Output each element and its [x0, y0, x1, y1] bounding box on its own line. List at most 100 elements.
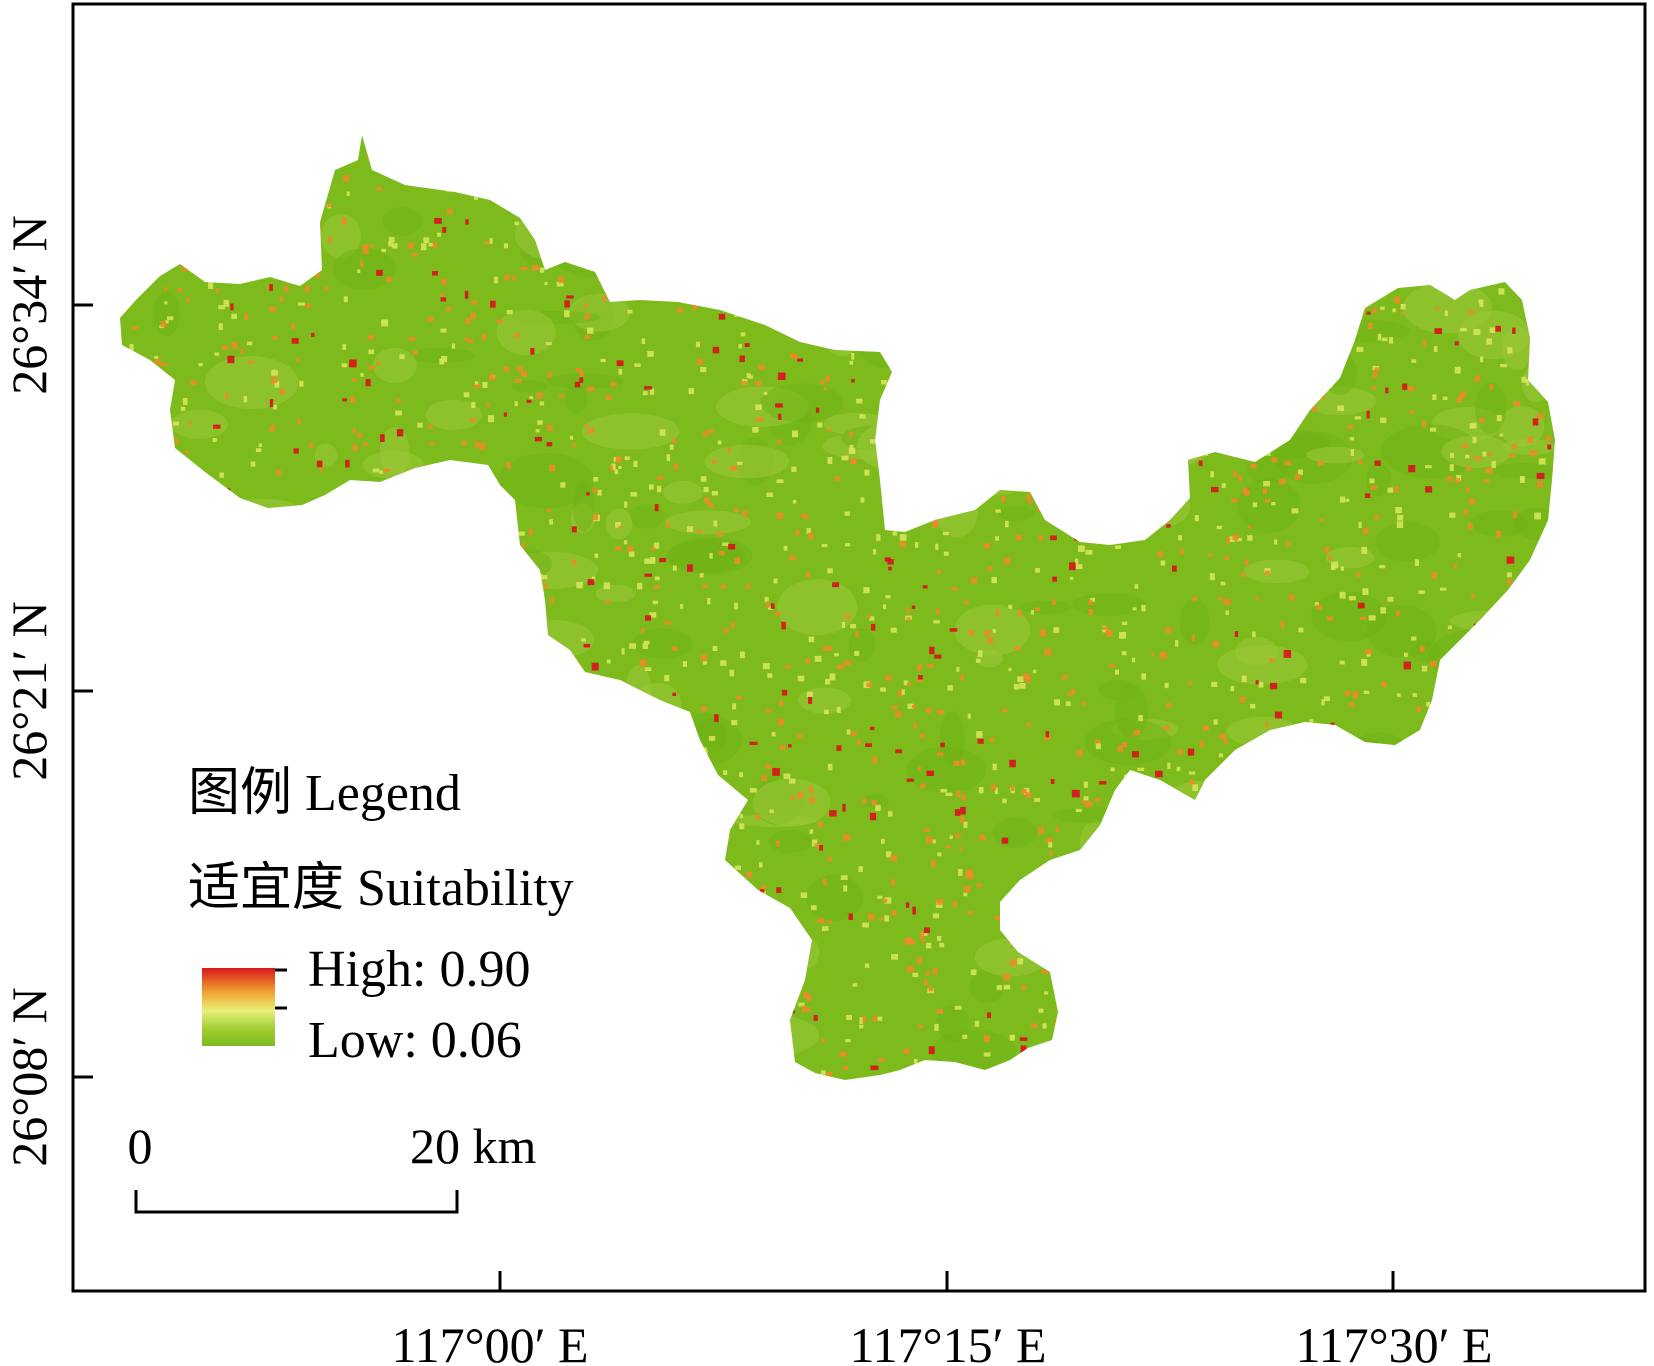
raster-speckle — [305, 285, 310, 293]
raster-speckle — [653, 585, 660, 589]
raster-speckle — [587, 327, 594, 334]
raster-speckle — [1465, 454, 1470, 459]
raster-variation — [170, 409, 228, 439]
raster-speckle — [271, 376, 278, 384]
raster-speckle — [984, 633, 990, 637]
raster-speckle — [776, 512, 784, 520]
raster-speckle — [977, 650, 983, 657]
raster-speckle — [291, 323, 295, 330]
raster-speckle — [464, 290, 469, 299]
raster-speckle — [671, 646, 678, 651]
raster-speckle — [1286, 541, 1291, 547]
raster-speckle — [775, 403, 783, 408]
raster-speckle — [746, 584, 751, 589]
raster-speckle — [1117, 745, 1123, 752]
raster-speckle — [1408, 465, 1416, 473]
raster-speckle — [987, 565, 993, 572]
raster-speckle — [408, 242, 415, 249]
raster-speckle — [1238, 475, 1242, 482]
raster-speckle — [1362, 588, 1369, 596]
raster-speckle — [1394, 296, 1401, 304]
raster-speckle — [707, 597, 711, 605]
raster-speckle — [891, 705, 898, 710]
raster-variation — [662, 481, 704, 504]
raster-speckle — [761, 885, 766, 890]
raster-speckle — [1280, 621, 1285, 628]
raster-speckle — [1038, 535, 1043, 541]
raster-speckle — [652, 600, 659, 605]
raster-speckle — [1473, 455, 1478, 460]
lat-label-2: 26°21′ N — [1, 601, 57, 781]
raster-speckle — [213, 424, 221, 429]
raster-speckle — [437, 232, 442, 237]
raster-speckle — [446, 208, 453, 215]
raster-speckle — [935, 609, 940, 615]
raster-speckle — [960, 759, 966, 766]
raster-speckle — [309, 442, 313, 449]
raster-speckle — [1449, 452, 1455, 459]
raster-speckle — [1330, 564, 1336, 571]
raster-speckle — [547, 372, 553, 378]
raster-speckle — [940, 788, 947, 793]
raster-speckle — [659, 558, 667, 563]
raster-speckle — [1412, 693, 1418, 697]
raster-speckle — [579, 377, 584, 383]
raster-speckle — [413, 350, 419, 355]
raster-speckle — [766, 601, 770, 608]
raster-speckle — [1447, 625, 1453, 630]
raster-speckle — [1538, 458, 1546, 465]
raster-speckle — [154, 355, 159, 359]
raster-speckle — [389, 237, 395, 243]
raster-speckle — [960, 806, 966, 815]
raster-speckle — [529, 396, 534, 400]
raster-speckle — [991, 784, 997, 791]
raster-speckle — [872, 756, 878, 764]
raster-speckle — [1426, 701, 1431, 707]
raster-speckle — [478, 442, 486, 450]
raster-speckle — [629, 643, 637, 649]
raster-speckle — [1298, 627, 1304, 633]
raster-speckle — [1042, 1023, 1047, 1029]
raster-speckle — [363, 442, 368, 447]
raster-speckle — [272, 335, 278, 341]
raster-speckle — [1109, 663, 1116, 668]
raster-variation — [204, 356, 299, 410]
raster-speckle — [1402, 383, 1408, 390]
raster-speckle — [644, 386, 652, 390]
raster-speckle — [1021, 985, 1026, 990]
raster-speckle — [1309, 719, 1314, 726]
raster-speckle — [1171, 565, 1177, 572]
raster-speckle — [445, 307, 452, 312]
raster-speckle — [503, 366, 510, 372]
raster-speckle — [886, 851, 892, 858]
raster-speckle — [1425, 465, 1432, 469]
raster-speckle — [1394, 486, 1399, 493]
raster-speckle — [1213, 719, 1218, 725]
raster-speckle — [912, 906, 916, 915]
raster-speckle — [587, 428, 595, 434]
raster-speckle — [791, 466, 797, 472]
raster-speckle — [912, 972, 919, 978]
raster-speckle — [511, 275, 516, 281]
raster-speckle — [1471, 593, 1475, 599]
raster-speckle — [534, 436, 542, 442]
raster-speckle — [1435, 306, 1439, 311]
raster-speckle — [1339, 660, 1345, 665]
raster-speckle — [746, 373, 751, 378]
raster-speckle — [1486, 338, 1493, 345]
raster-speckle — [937, 709, 944, 715]
raster-speckle — [979, 834, 986, 841]
raster-speckle — [890, 627, 897, 633]
raster-speckle — [581, 638, 586, 642]
raster-speckle — [1512, 327, 1516, 334]
raster-speckle — [876, 534, 881, 541]
raster-variation — [969, 970, 1004, 1004]
raster-speckle — [1191, 597, 1198, 601]
raster-variation — [760, 383, 844, 423]
raster-speckle — [845, 1038, 851, 1043]
raster-speckle — [346, 191, 350, 196]
raster-speckle — [1359, 616, 1367, 620]
raster-speckle — [789, 778, 796, 784]
raster-speckle — [1327, 556, 1332, 561]
raster-speckle — [860, 497, 865, 503]
